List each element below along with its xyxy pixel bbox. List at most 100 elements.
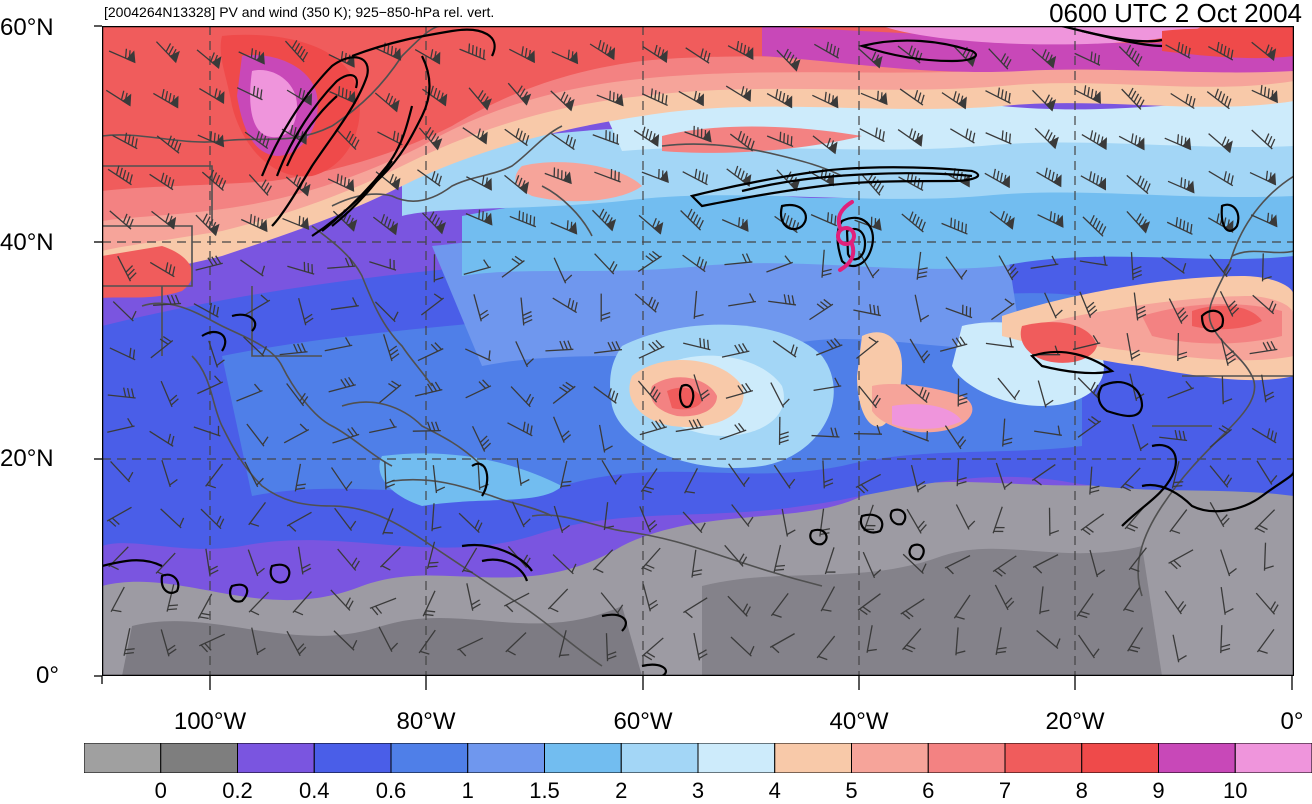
lon-label-20w: 20°W	[1045, 708, 1105, 735]
wind-barb	[107, 417, 135, 433]
wind-barb	[900, 598, 925, 620]
wind-barb	[160, 508, 185, 529]
wind-barb	[592, 130, 620, 146]
wind-barb	[1079, 255, 1108, 267]
wind-barb	[600, 592, 624, 615]
wind-barb	[1132, 424, 1149, 452]
wind-barb	[1126, 333, 1141, 361]
wind-barb	[729, 130, 755, 152]
wind-barb	[685, 47, 711, 64]
wind-barb	[245, 294, 271, 315]
wind-barb	[914, 294, 930, 323]
wind-barb	[551, 133, 577, 151]
wind-barb	[945, 256, 968, 280]
wind-barb	[1126, 174, 1151, 195]
wind-barb	[1256, 460, 1278, 485]
wind-barb	[205, 548, 219, 577]
wind-barb	[678, 90, 704, 107]
wind-barb	[770, 593, 789, 618]
wind-barb	[1072, 335, 1101, 351]
wind-barb	[244, 461, 264, 488]
wind-barb	[1031, 48, 1057, 69]
wind-barb	[545, 340, 574, 352]
wind-barb	[1170, 92, 1196, 110]
wind-barb	[1209, 425, 1232, 448]
wind-barb	[1081, 130, 1107, 150]
wind-barb	[558, 630, 570, 658]
wind-barb	[1118, 133, 1145, 151]
wind-barb	[286, 383, 309, 407]
wind-barb	[1171, 461, 1184, 489]
wind-barb	[414, 381, 443, 397]
wind-barb	[1167, 177, 1195, 194]
wind-barb	[988, 48, 1012, 70]
wind-barb	[1219, 291, 1240, 317]
wind-barb	[374, 92, 400, 113]
wind-barb	[1164, 590, 1187, 615]
wind-barb	[605, 633, 617, 662]
wind-barb	[941, 91, 967, 110]
wind-barb	[507, 421, 533, 437]
wind-barb	[809, 298, 834, 321]
wind-barb	[1039, 586, 1050, 615]
wind-barb	[781, 508, 796, 537]
lat-label-60n: 60°N	[0, 14, 54, 41]
wind-barb	[675, 418, 704, 433]
colorbar-label: 6	[922, 778, 935, 803]
wind-barb	[1034, 127, 1059, 150]
wind-barb	[944, 425, 967, 450]
wind-barb	[811, 427, 840, 438]
wind-barb	[856, 336, 879, 360]
lon-label-60w: 60°W	[613, 708, 673, 735]
wind-barb	[906, 508, 927, 534]
wind-barb	[422, 211, 446, 235]
colorbar-label: 1	[461, 778, 474, 803]
wind-barb	[995, 627, 1007, 655]
colorbar-swatch	[544, 743, 622, 773]
wind-barb	[862, 551, 882, 579]
wind-barb	[594, 168, 621, 183]
wind-barb	[1220, 625, 1231, 654]
wind-barb	[1089, 549, 1106, 578]
wind-barb	[248, 174, 272, 196]
wind-barb	[905, 383, 930, 404]
wind-barb	[329, 86, 356, 104]
wind-barb	[1074, 51, 1101, 66]
pv-map-canvas	[102, 26, 1294, 676]
wind-barb	[369, 597, 397, 616]
wind-barb	[639, 506, 658, 533]
wind-barb	[248, 501, 266, 527]
wind-barb	[1251, 427, 1278, 444]
wind-barb	[683, 597, 708, 619]
map-frame	[102, 26, 1294, 676]
colorbar-label: 2	[615, 778, 628, 803]
wind-barb	[866, 625, 877, 653]
wind-barb	[379, 380, 402, 404]
wind-barb	[117, 255, 137, 282]
wind-barb	[822, 460, 834, 489]
wind-barb	[153, 88, 179, 109]
wind-barb	[769, 633, 795, 654]
wind-barb	[1036, 629, 1061, 650]
wind-barb	[593, 386, 619, 404]
wind-barb	[1167, 380, 1194, 399]
wind-barb	[155, 41, 180, 64]
wind-barb	[149, 430, 175, 447]
wind-barb	[693, 290, 704, 319]
wind-barb	[236, 383, 263, 402]
lon-label-0: 0°	[1280, 708, 1304, 735]
wind-barb	[773, 544, 785, 573]
wind-barb	[1127, 627, 1144, 653]
wind-barb	[766, 255, 793, 273]
wind-barb	[153, 294, 182, 306]
wind-barb	[197, 593, 213, 620]
wind-barb	[991, 298, 1015, 321]
wind-barb	[897, 45, 923, 64]
wind-barb	[459, 43, 486, 61]
colorbar-swatch	[1158, 743, 1236, 773]
wind-barb	[161, 460, 178, 488]
wind-barb	[466, 583, 481, 611]
wind-barb	[1165, 42, 1191, 59]
wind-barb	[501, 255, 525, 278]
wind-barb	[858, 385, 881, 409]
